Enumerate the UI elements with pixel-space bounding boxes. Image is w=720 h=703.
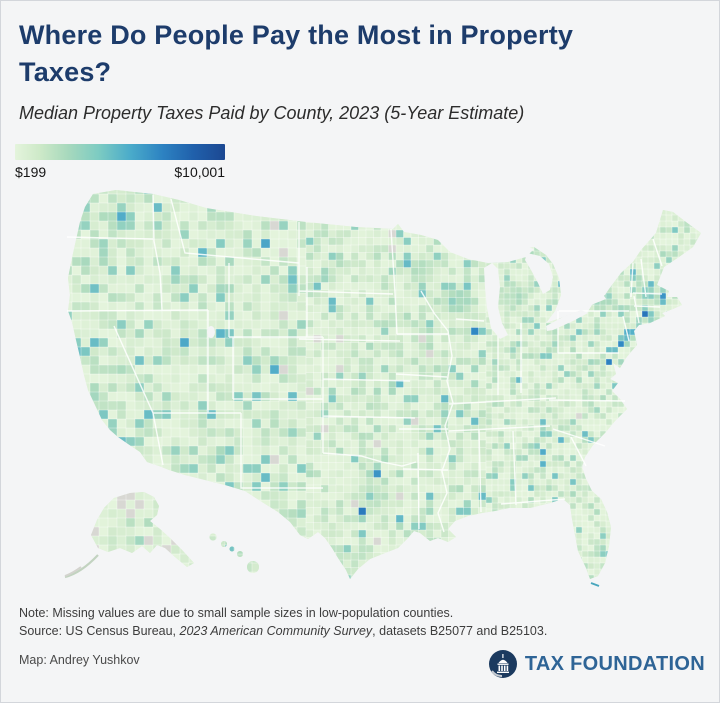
- page-title: Where Do People Pay the Most in Property…: [19, 17, 703, 91]
- note-line: Note: Missing values are due to small sa…: [19, 606, 454, 620]
- color-scale-legend: $199 $10,001: [15, 144, 225, 180]
- logo-text: TAX FOUNDATION: [524, 652, 705, 675]
- map-credit: Map: Andrey Yushkov: [19, 653, 140, 667]
- color-gradient-bar: [15, 144, 225, 160]
- choropleth-map-svg: [64, 190, 701, 587]
- legend-labels: $199 $10,001: [15, 164, 225, 180]
- source-italic: 2023 American Community Survey: [179, 623, 373, 638]
- legend-max-label: $10,001: [174, 164, 225, 180]
- page-title-line2: Taxes?: [19, 57, 112, 87]
- header: Where Do People Pay the Most in Property…: [19, 17, 703, 124]
- source-suffix: , datasets B25077 and B25103.: [372, 623, 548, 638]
- page-title-line1: Where Do People Pay the Most in Property: [19, 20, 574, 50]
- source-line: Source: US Census Bureau, 2023 American …: [19, 623, 703, 641]
- source-prefix: Source: US Census Bureau,: [19, 623, 180, 638]
- legend-min-label: $199: [15, 164, 47, 180]
- us-county-choropleth-map: [1, 179, 719, 609]
- capitol-dome-icon: [488, 650, 517, 678]
- tax-foundation-logo: TAX FOUNDATION: [488, 649, 705, 679]
- footer-notes: Note: Missing values are due to small sa…: [19, 605, 703, 641]
- page-subtitle: Median Property Taxes Paid by County, 20…: [19, 103, 525, 123]
